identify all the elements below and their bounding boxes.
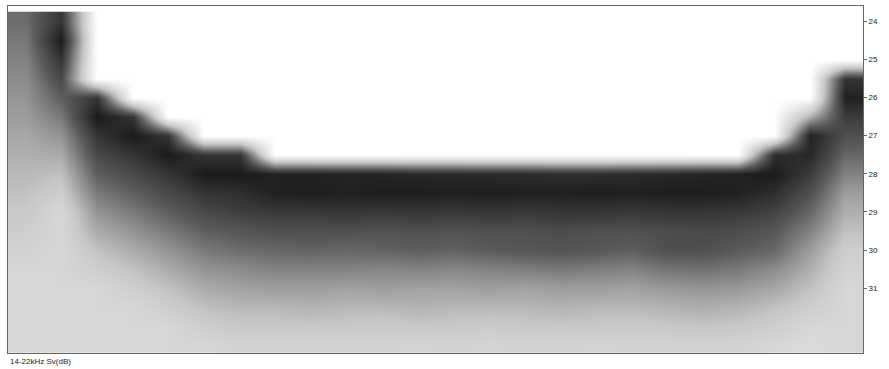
svg-text:30: 30 xyxy=(869,246,878,255)
svg-text:27: 27 xyxy=(869,131,878,140)
svg-text:26: 26 xyxy=(869,93,878,102)
svg-text:25: 25 xyxy=(869,55,878,64)
svg-text:24: 24 xyxy=(869,17,878,26)
svg-text:14-22kHz Sv(dB): 14-22kHz Sv(dB) xyxy=(10,357,71,366)
svg-text:29: 29 xyxy=(869,208,878,217)
svg-text:31: 31 xyxy=(869,284,878,293)
svg-text:28: 28 xyxy=(869,170,878,179)
